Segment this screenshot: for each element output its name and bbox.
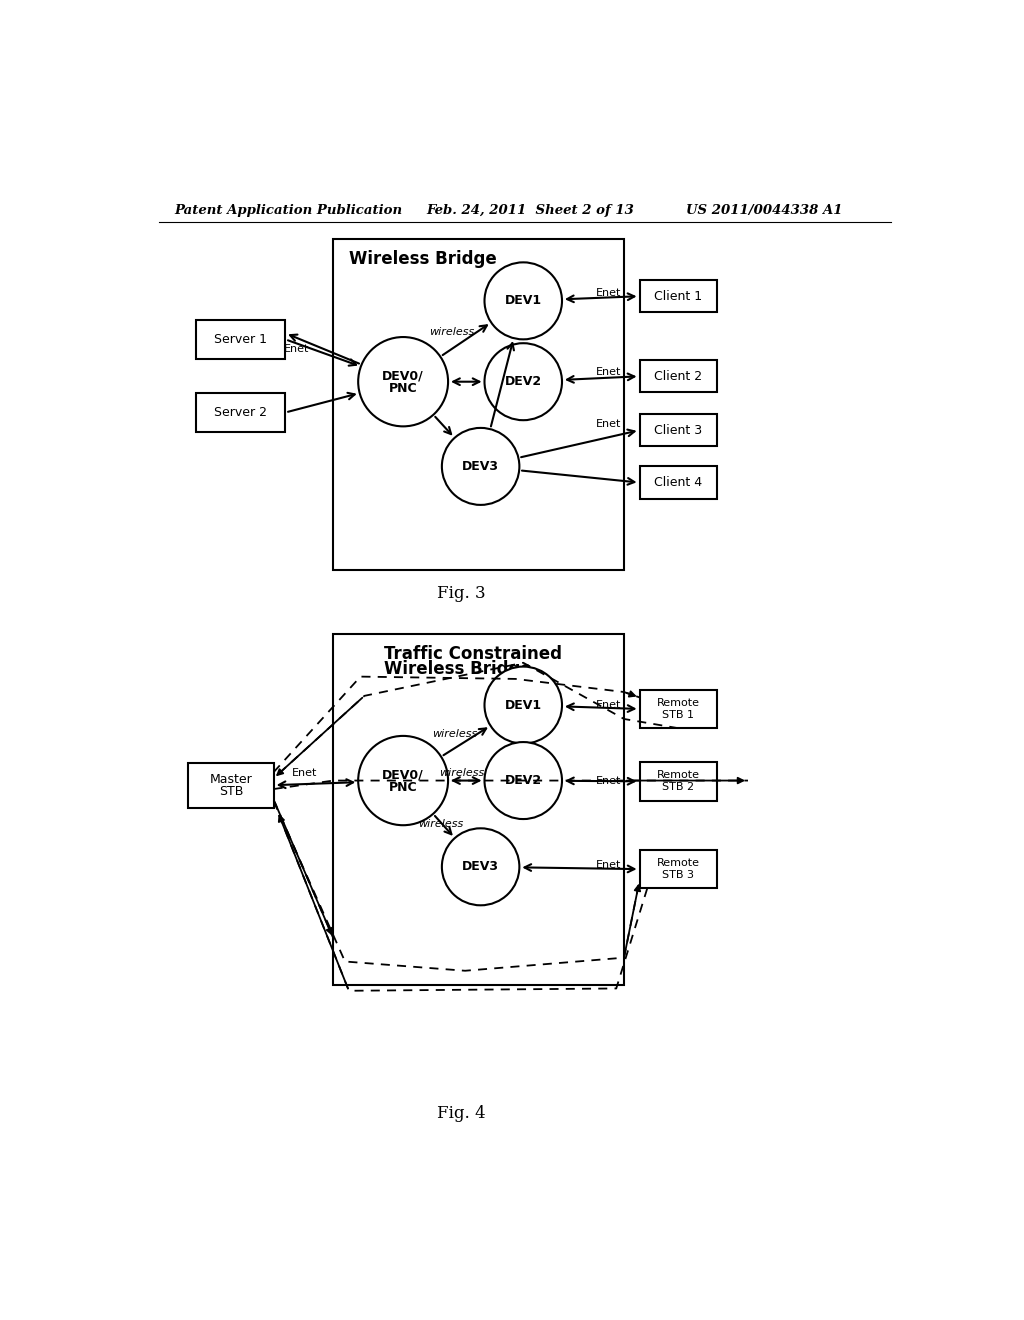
Text: DEV0/: DEV0/ bbox=[382, 768, 424, 781]
FancyBboxPatch shape bbox=[197, 321, 286, 359]
FancyBboxPatch shape bbox=[640, 466, 717, 499]
Text: DEV3: DEV3 bbox=[462, 459, 499, 473]
Text: Enet: Enet bbox=[596, 776, 622, 785]
Text: Enet: Enet bbox=[596, 861, 622, 870]
Text: STB 2: STB 2 bbox=[663, 783, 694, 792]
Text: Fig. 4: Fig. 4 bbox=[437, 1105, 485, 1122]
Text: Client 3: Client 3 bbox=[654, 424, 702, 437]
Text: DEV1: DEV1 bbox=[505, 294, 542, 308]
Text: Client 2: Client 2 bbox=[654, 370, 702, 383]
Text: Traffic Constrained: Traffic Constrained bbox=[384, 644, 562, 663]
Circle shape bbox=[442, 428, 519, 506]
Text: Fig. 3: Fig. 3 bbox=[437, 585, 485, 602]
FancyBboxPatch shape bbox=[334, 635, 624, 985]
Circle shape bbox=[358, 337, 449, 426]
Text: Server 2: Server 2 bbox=[214, 407, 267, 418]
Text: DEV2: DEV2 bbox=[505, 375, 542, 388]
FancyBboxPatch shape bbox=[640, 762, 717, 800]
FancyBboxPatch shape bbox=[640, 414, 717, 446]
FancyBboxPatch shape bbox=[188, 763, 273, 808]
Text: DEV3: DEV3 bbox=[462, 861, 499, 874]
Text: Remote: Remote bbox=[656, 698, 699, 708]
Text: PNC: PNC bbox=[389, 781, 418, 795]
Text: Wireless Bridge: Wireless Bridge bbox=[384, 660, 531, 678]
Text: STB 3: STB 3 bbox=[663, 870, 694, 880]
Text: Patent Application Publication: Patent Application Publication bbox=[174, 205, 402, 218]
Text: US 2011/0044338 A1: US 2011/0044338 A1 bbox=[686, 205, 843, 218]
Text: Enet: Enet bbox=[292, 768, 317, 777]
Text: Enet: Enet bbox=[596, 418, 622, 429]
FancyBboxPatch shape bbox=[640, 850, 717, 888]
Text: DEV2: DEV2 bbox=[505, 774, 542, 787]
Text: DEV1: DEV1 bbox=[505, 698, 542, 711]
Circle shape bbox=[442, 829, 519, 906]
Text: DEV0/: DEV0/ bbox=[382, 370, 424, 383]
FancyBboxPatch shape bbox=[640, 689, 717, 729]
FancyBboxPatch shape bbox=[640, 360, 717, 392]
Text: Enet: Enet bbox=[596, 700, 622, 710]
Circle shape bbox=[358, 737, 449, 825]
Text: Enet: Enet bbox=[596, 367, 622, 378]
FancyBboxPatch shape bbox=[197, 393, 286, 432]
Text: wireless: wireless bbox=[432, 730, 477, 739]
Text: Client 1: Client 1 bbox=[654, 289, 702, 302]
Text: wireless: wireless bbox=[418, 820, 463, 829]
Text: Remote: Remote bbox=[656, 770, 699, 780]
Text: Server 1: Server 1 bbox=[214, 333, 267, 346]
Text: Feb. 24, 2011  Sheet 2 of 13: Feb. 24, 2011 Sheet 2 of 13 bbox=[426, 205, 634, 218]
FancyBboxPatch shape bbox=[640, 280, 717, 313]
Text: Remote: Remote bbox=[656, 858, 699, 869]
Text: wireless: wireless bbox=[429, 326, 474, 337]
Text: Master: Master bbox=[210, 772, 253, 785]
FancyBboxPatch shape bbox=[334, 239, 624, 570]
Text: STB 1: STB 1 bbox=[663, 710, 694, 721]
Circle shape bbox=[484, 263, 562, 339]
Text: PNC: PNC bbox=[389, 381, 418, 395]
Text: STB: STB bbox=[219, 785, 244, 797]
Circle shape bbox=[484, 343, 562, 420]
Text: Wireless Bridge: Wireless Bridge bbox=[348, 249, 497, 268]
Text: Enet: Enet bbox=[285, 345, 309, 354]
Text: wireless: wireless bbox=[438, 768, 484, 777]
Circle shape bbox=[484, 667, 562, 743]
Text: Client 4: Client 4 bbox=[654, 477, 702, 490]
Text: Enet: Enet bbox=[596, 288, 622, 298]
Circle shape bbox=[484, 742, 562, 818]
